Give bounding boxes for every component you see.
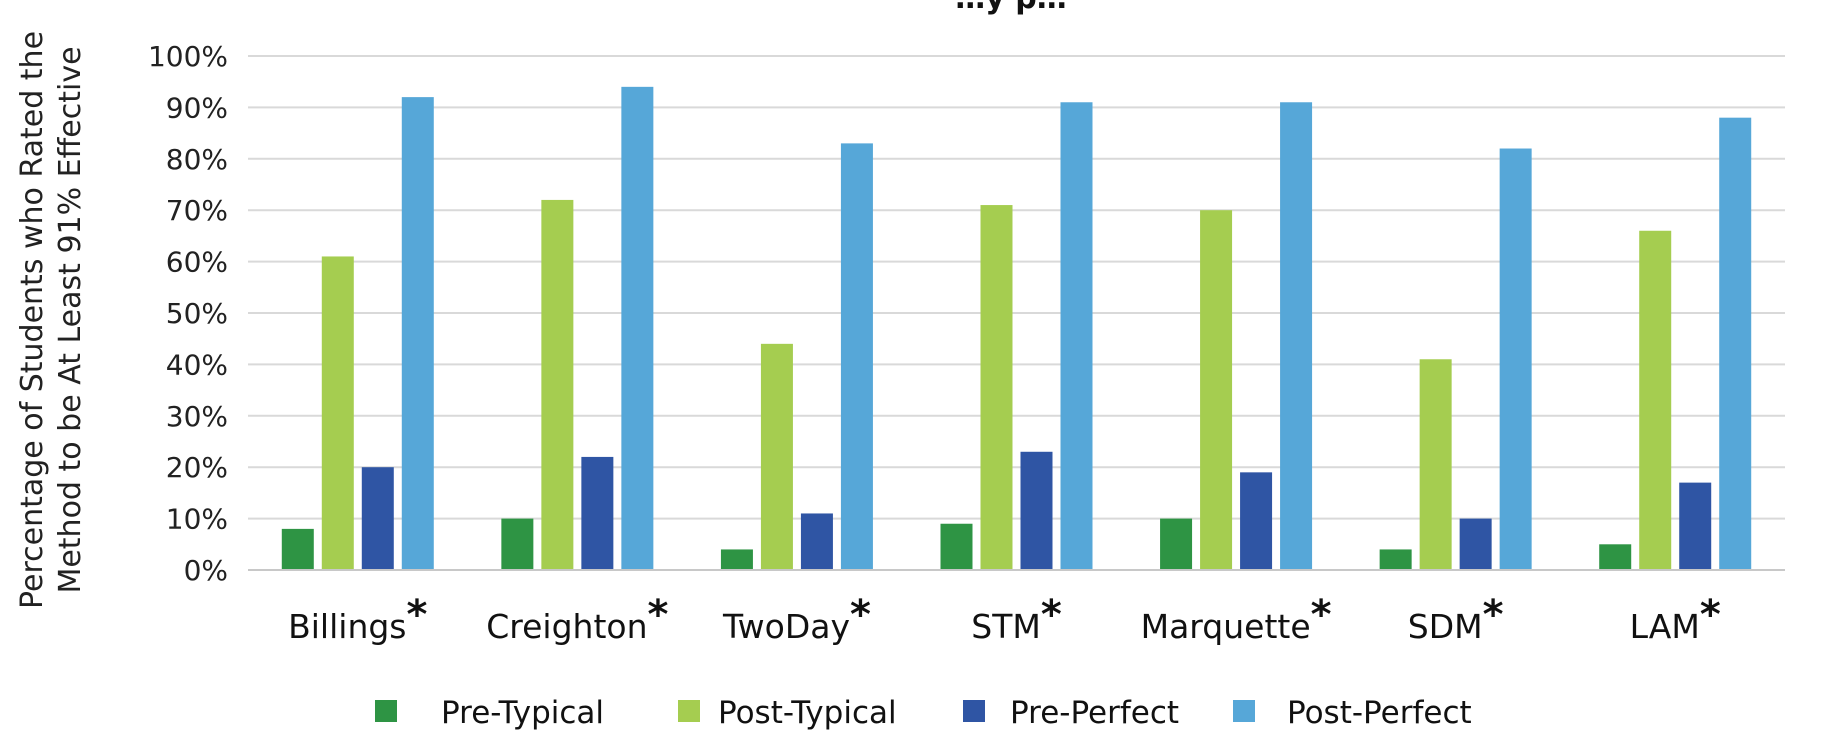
y-axis-label-line-2: Method to be At Least 91% Effective	[53, 46, 88, 593]
legend-swatch	[1233, 700, 1255, 722]
bar-post-typical-twoday	[760, 343, 793, 570]
y-tick-label: 100%	[148, 40, 228, 73]
y-tick-label: 10%	[166, 503, 228, 536]
y-tick-label: 90%	[166, 91, 228, 124]
bar-pre-perfect-lam	[1679, 482, 1712, 570]
bar-pre-perfect-sdm	[1459, 518, 1492, 570]
bar-post-perfect-billings	[401, 97, 434, 571]
bar-pre-typical-marquette	[1160, 518, 1193, 570]
bar-pre-typical-lam	[1599, 544, 1632, 570]
x-tick-label: Creighton*	[486, 592, 668, 646]
bar-pre-perfect-twoday	[800, 513, 833, 570]
y-tick-label: 20%	[166, 451, 228, 484]
bar-pre-typical-twoday	[720, 549, 753, 570]
y-tick-label: 50%	[166, 297, 228, 330]
y-axis-label-line-1: Percentage of Students who Rated the	[15, 31, 50, 609]
x-tick-label: STM*	[971, 592, 1062, 646]
bar-post-typical-lam	[1639, 230, 1672, 570]
x-tick-label: SDM*	[1408, 592, 1504, 646]
x-tick-label: TwoDay*	[722, 592, 871, 646]
chart-title: …y p…	[955, 0, 1066, 16]
bar-post-perfect-creighton	[621, 86, 654, 570]
y-tick-label: 40%	[166, 348, 228, 381]
bar-pre-typical-billings	[281, 528, 314, 570]
legend: Pre-Typical Post-Typical Pre-Perfect Post-P…	[375, 695, 1472, 731]
bar-pre-typical-stm	[940, 523, 973, 570]
legend-label: Post-Perfect	[1287, 695, 1472, 731]
bar-post-perfect-lam	[1719, 117, 1752, 571]
x-tick-label: Billings*	[288, 592, 427, 646]
legend-label: Pre-Perfect	[1010, 695, 1179, 731]
bar-post-typical-sdm	[1419, 359, 1452, 570]
x-tick-label: LAM*	[1630, 592, 1721, 646]
bar-pre-typical-sdm	[1379, 549, 1412, 570]
y-tick-label: 80%	[166, 143, 228, 176]
bar-post-perfect-twoday	[840, 143, 873, 570]
x-tick-label: Marquette*	[1141, 592, 1332, 646]
legend-swatch	[963, 700, 985, 722]
legend-swatch	[375, 700, 397, 722]
y-tick-label: 60%	[166, 246, 228, 279]
bar-post-typical-stm	[980, 205, 1013, 570]
y-tick-label: 70%	[166, 194, 228, 227]
bar-pre-perfect-billings	[361, 467, 394, 570]
bar-post-perfect-marquette	[1280, 102, 1313, 570]
bar-pre-perfect-marquette	[1240, 472, 1273, 570]
bar-post-perfect-stm	[1060, 102, 1093, 570]
bar-post-typical-creighton	[541, 199, 574, 571]
legend-label: Pre-Typical	[441, 695, 604, 731]
bar-post-typical-marquette	[1200, 210, 1233, 570]
y-axis-label: Percentage of Students who Rated the Met…	[15, 31, 88, 609]
y-axis-ticks: 0% 10% 20% 30% 40% 50% 60% 70% 80% 90% 100%	[148, 40, 228, 587]
y-tick-label: 30%	[166, 400, 228, 433]
bar-pre-perfect-stm	[1020, 451, 1053, 570]
y-tick-label: 0%	[184, 554, 228, 587]
bar-pre-typical-creighton	[501, 518, 534, 570]
x-axis-category-labels: Billings* Creighton* TwoDay* STM* Marquette*…	[288, 592, 1721, 646]
legend-swatch	[678, 700, 700, 722]
gridlines	[248, 55, 1785, 571]
bars	[281, 86, 1752, 571]
legend-label: Post-Typical	[718, 695, 897, 731]
bar-post-typical-billings	[321, 256, 354, 570]
bar-post-perfect-sdm	[1499, 148, 1532, 570]
bar-pre-perfect-creighton	[581, 456, 614, 570]
